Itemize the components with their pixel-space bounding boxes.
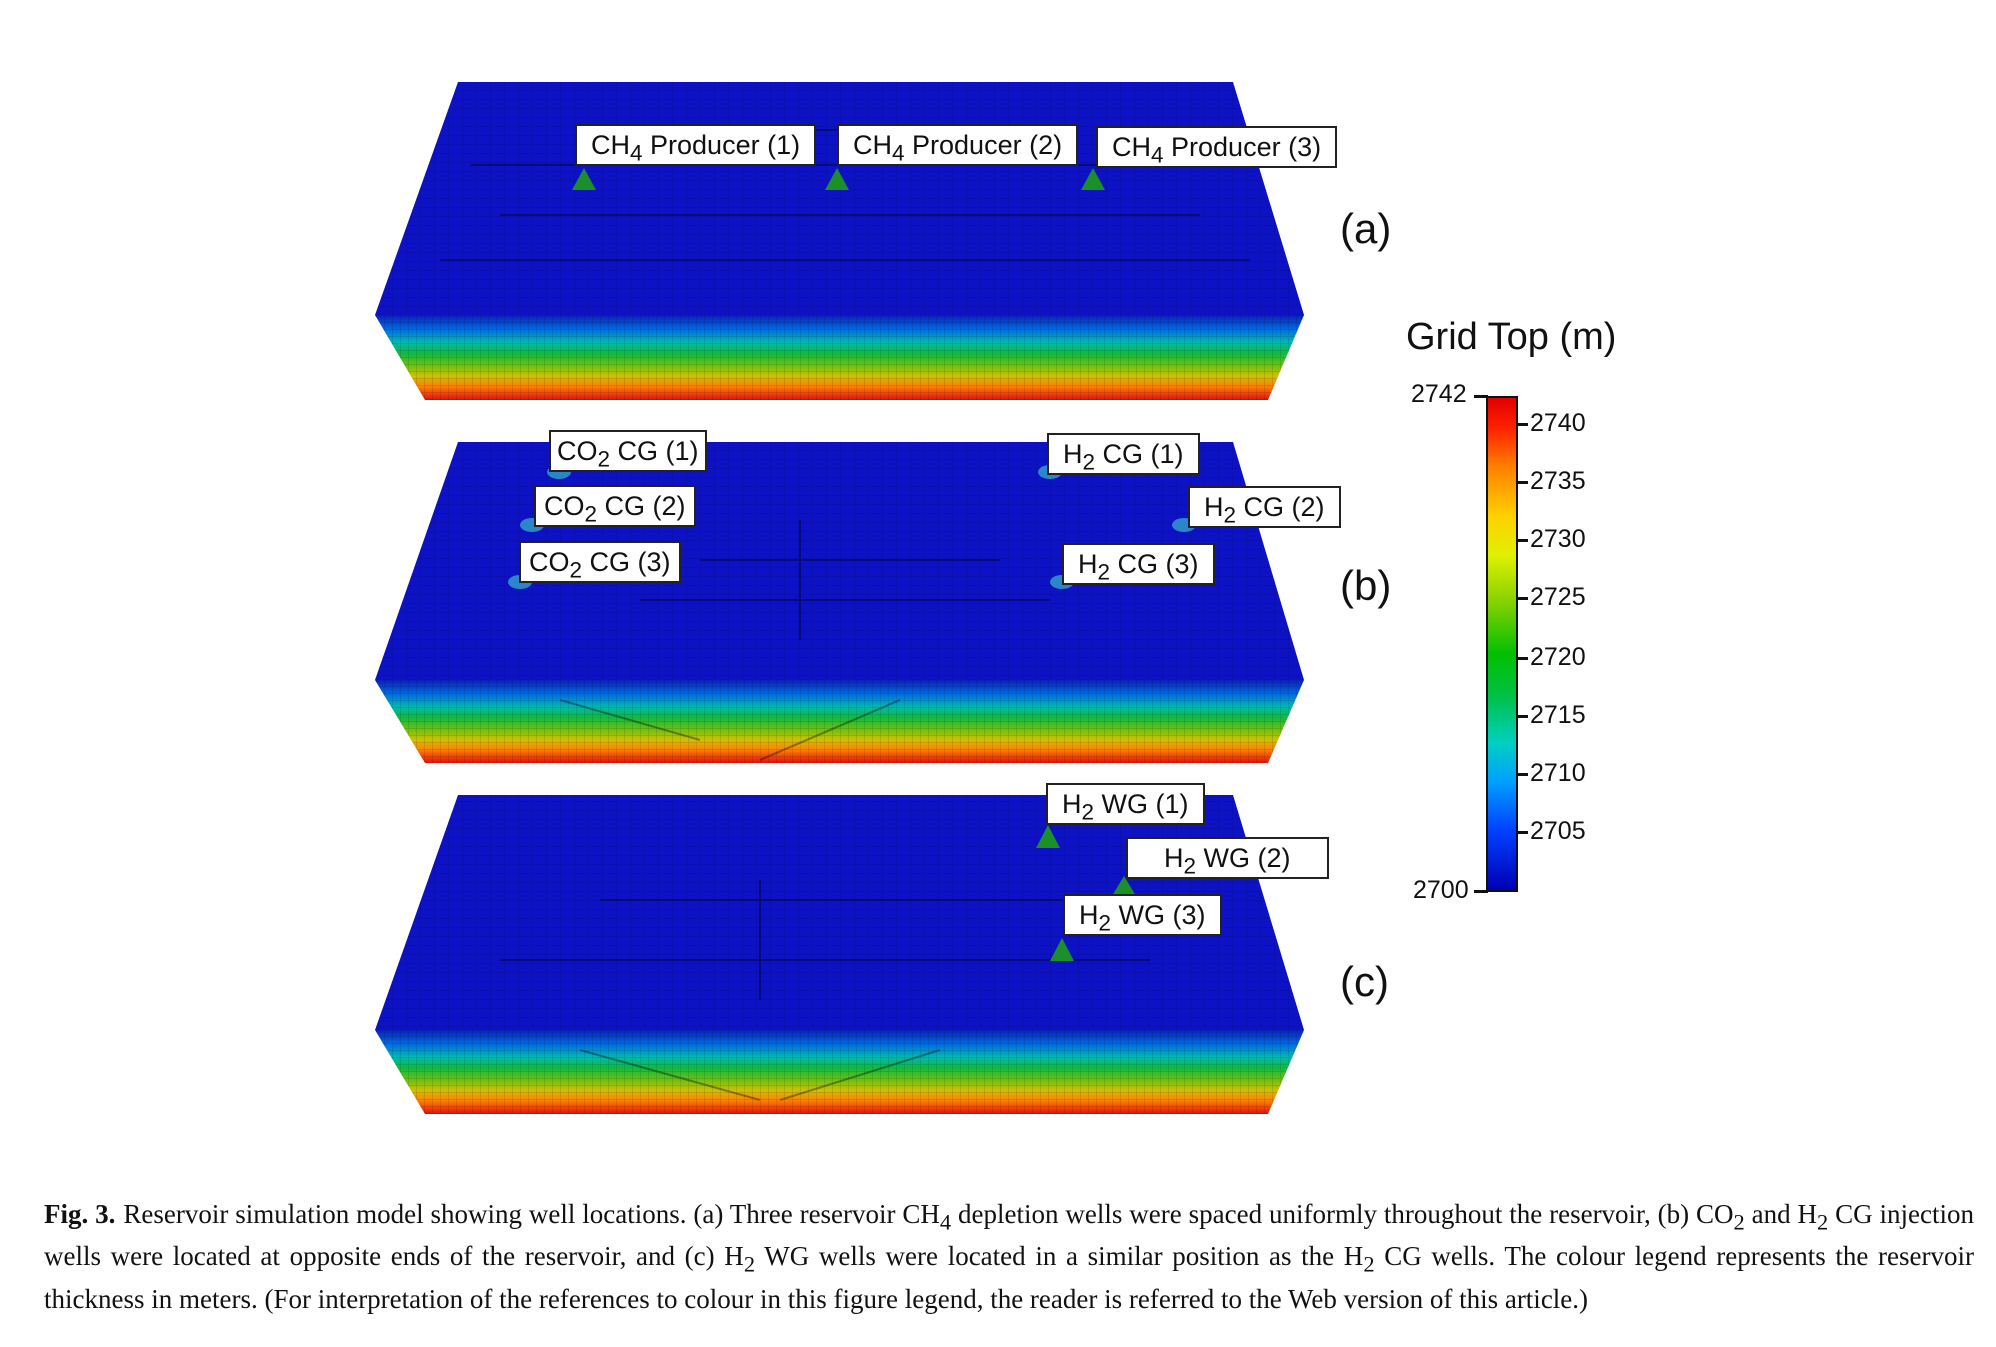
well-label-co2-cg-3: CO2 CG (3) — [519, 541, 681, 583]
well-label-h2-cg-1: H2 CG (1) — [1047, 433, 1200, 475]
well-label-ch4-producer-3: CH4 Producer (3) — [1096, 126, 1338, 168]
legend-tick-label: 2710 — [1530, 759, 1586, 787]
legend-title: Grid Top (m) — [1406, 316, 1617, 358]
well-label-co2-cg-1: CO2 CG (1) — [549, 430, 707, 472]
legend-tick-label: 2705 — [1530, 817, 1586, 845]
legend-tick — [1516, 831, 1528, 834]
figure-label: Fig. 3. — [44, 1199, 116, 1229]
legend-tick — [1516, 423, 1528, 426]
legend-tick — [1516, 657, 1528, 660]
legend-tick-label: 2735 — [1530, 467, 1586, 495]
reservoir-figure: CH4 Producer (1) CH4 Producer (2) CH4 Pr… — [375, 82, 1617, 1114]
well-marker — [1036, 825, 1060, 848]
well-marker — [825, 168, 849, 190]
legend-tick — [1516, 539, 1528, 542]
reservoir-model-c — [375, 795, 1304, 1114]
figure-caption: Fig. 3. Reservoir simulation model showin… — [44, 1199, 1975, 1314]
legend-min-label: 2700 — [1413, 876, 1469, 904]
well-marker — [1112, 876, 1136, 896]
legend-tick-label: 2725 — [1530, 583, 1586, 611]
legend-tick-label: 2740 — [1530, 409, 1586, 437]
well-label-h2-cg-2: H2 CG (2) — [1188, 486, 1341, 528]
legend-tick — [1516, 597, 1528, 600]
legend-tick — [1516, 773, 1528, 776]
well-marker — [1081, 168, 1105, 190]
reservoir-model-b — [375, 442, 1304, 763]
well-marker — [1050, 938, 1074, 961]
panel-letter-c: (c) — [1340, 958, 1389, 1005]
well-label-ch4-producer-2: CH4 Producer (2) — [837, 124, 1079, 166]
reservoir-models-svg — [375, 82, 1304, 1114]
legend-tick-label: 2715 — [1530, 701, 1586, 729]
panel-letter-a: (a) — [1340, 205, 1392, 252]
legend-colorbar — [1486, 396, 1518, 892]
well-label-h2-cg-3: H2 CG (3) — [1062, 543, 1215, 585]
legend-max-label: 2742 — [1411, 380, 1467, 408]
legend-tick-label: 2730 — [1530, 525, 1586, 553]
legend-tick — [1516, 481, 1528, 484]
well-marker — [572, 168, 596, 190]
legend-max-tick — [1474, 395, 1488, 398]
legend-min-tick — [1474, 890, 1488, 893]
well-label-ch4-producer-1: CH4 Producer (1) — [575, 124, 817, 166]
well-label-co2-cg-2: CO2 CG (2) — [534, 485, 696, 527]
legend-tick — [1516, 715, 1528, 718]
well-label-h2-wg-3: H2 WG (3) — [1063, 894, 1222, 936]
panel-letter-b: (b) — [1340, 562, 1392, 609]
well-label-h2-wg-2: H2 WG (2) — [1126, 837, 1329, 879]
legend-tick-label: 2720 — [1530, 643, 1586, 671]
well-label-h2-wg-1: H2 WG (1) — [1046, 783, 1205, 825]
